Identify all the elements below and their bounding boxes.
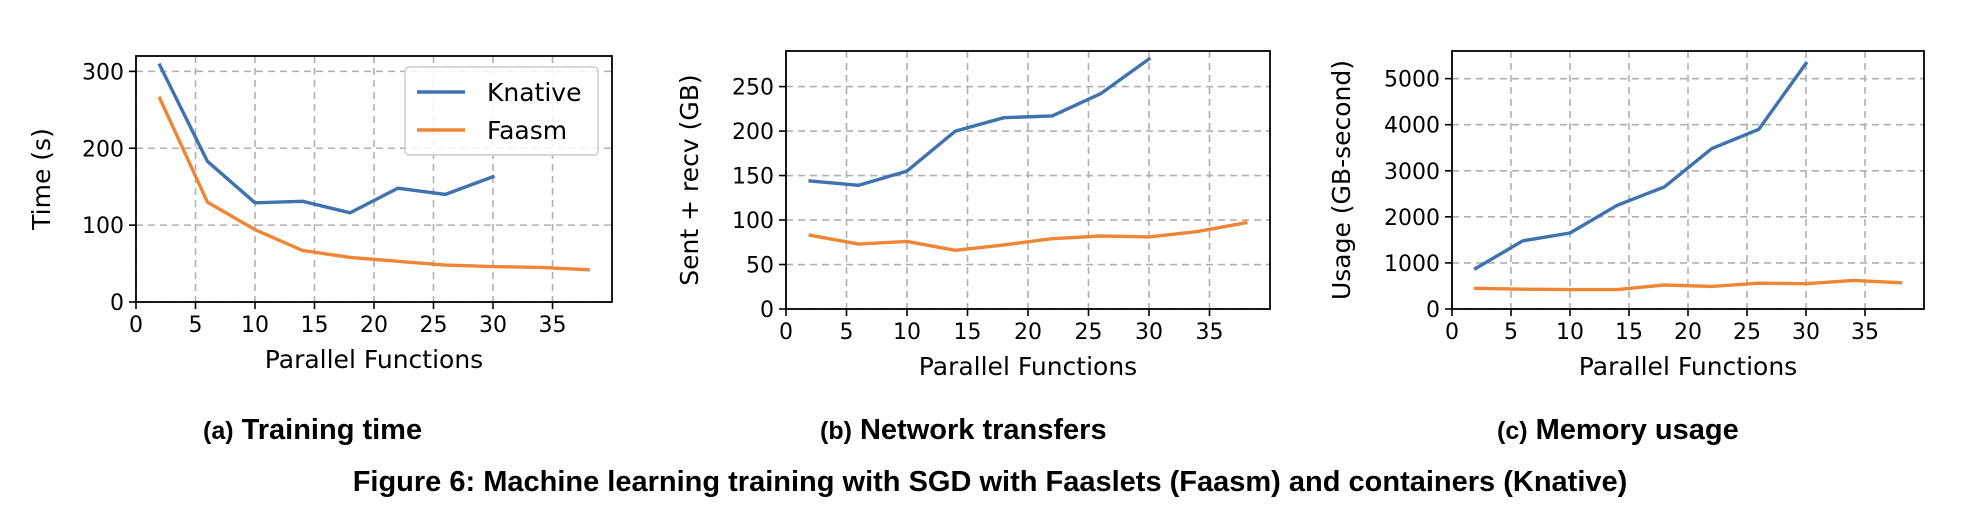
x-tick-label: 0 <box>129 313 143 338</box>
chart-memory-usage: 0 5 10 15 20 25 30 35 0 1000 2000 3000 4000 5000 Paral… <box>1327 50 1925 381</box>
y-tick-label: 200 <box>732 120 774 145</box>
y-tick-label: 0 <box>760 298 774 323</box>
x-tick-label: 35 <box>1196 320 1224 345</box>
y-tick-label: 250 <box>732 76 774 101</box>
x-tick-label: 20 <box>1014 320 1042 345</box>
plot-frame <box>135 55 613 303</box>
y-tick-label: 150 <box>732 165 774 190</box>
y-tick-label: 5000 <box>1384 68 1440 93</box>
x-tick-label: 20 <box>1674 320 1702 345</box>
subcaption-memory-usage: (c) Memory usage <box>1497 414 1739 447</box>
legend: Knative Faasm <box>404 66 599 156</box>
x-axis-label: Parallel Functions <box>919 352 1137 381</box>
x-tick-label: 10 <box>1556 320 1584 345</box>
series-line-knative <box>808 56 1152 188</box>
plot-frame <box>1451 50 1925 310</box>
y-tick-label: 100 <box>82 214 124 239</box>
y-tick-label: 300 <box>82 60 124 85</box>
y-tick-label: 0 <box>1426 298 1440 323</box>
x-axis-label: Parallel Functions <box>265 345 483 374</box>
x-tick-label: 15 <box>301 313 329 338</box>
x-tick-label: 0 <box>779 320 793 345</box>
x-tick-label: 0 <box>1445 320 1459 345</box>
y-tick-label: 50 <box>746 254 774 279</box>
chart-network-transfers: 0 5 10 15 20 25 30 35 0 50 100 150 200 250 Parallel Fu… <box>675 50 1271 381</box>
series-line-faasm <box>808 220 1248 253</box>
subcaption-text: Memory usage <box>1535 414 1739 446</box>
y-axis-label: Sent + recv (GB) <box>675 74 704 285</box>
y-tick-label: 0 <box>110 291 124 316</box>
legend-box <box>404 66 599 156</box>
y-tick-label: 200 <box>82 137 124 162</box>
x-tick-label: 25 <box>420 313 448 338</box>
x-tick-label: 5 <box>189 313 203 338</box>
x-tick-label: 30 <box>479 313 507 338</box>
plot-frame <box>785 50 1271 310</box>
x-tick-label: 25 <box>1075 320 1103 345</box>
x-tick-label: 35 <box>1851 320 1879 345</box>
subcaption-text: Training time <box>241 414 423 446</box>
y-tick-label: 1000 <box>1384 252 1440 277</box>
x-axis-label: Parallel Functions <box>1579 352 1797 381</box>
series-line-knative <box>1473 61 1809 271</box>
y-axis-label: Usage (GB-second) <box>1327 60 1356 300</box>
x-tick-label: 30 <box>1792 320 1820 345</box>
y-tick-label: 100 <box>732 209 774 234</box>
chart-training-time: 0 5 10 15 20 25 30 35 0 100 200 300 Parallel Functio… <box>27 55 613 374</box>
subcaption-tag: (c) <box>1497 417 1528 445</box>
y-axis-label: Time (s) <box>27 128 56 231</box>
subcaption-tag: (b) <box>820 417 852 445</box>
series-line-knative <box>157 62 496 215</box>
y-tick-label: 4000 <box>1384 114 1440 139</box>
subcaption-network-transfers: (b) Network transfers <box>820 414 1107 447</box>
x-tick-label: 5 <box>840 320 854 345</box>
figure-caption: Figure 6: Machine learning training with… <box>352 466 1628 498</box>
x-tick-label: 25 <box>1733 320 1761 345</box>
subcaption-text: Network transfers <box>859 414 1107 446</box>
legend-label-knative: Knative <box>487 78 581 107</box>
x-tick-label: 30 <box>1135 320 1163 345</box>
x-tick-label: 5 <box>1504 320 1518 345</box>
x-tick-label: 10 <box>241 313 269 338</box>
y-tick-label: 3000 <box>1384 160 1440 185</box>
x-tick-label: 15 <box>1615 320 1643 345</box>
x-tick-label: 20 <box>360 313 388 338</box>
series-line-faasm <box>1473 278 1903 292</box>
legend-label-faasm: Faasm <box>487 116 567 145</box>
x-tick-label: 15 <box>954 320 982 345</box>
series-line-faasm <box>157 96 590 272</box>
y-tick-label: 2000 <box>1384 206 1440 231</box>
x-tick-label: 35 <box>539 313 567 338</box>
subcaption-tag: (a) <box>203 417 234 445</box>
x-tick-label: 10 <box>893 320 921 345</box>
subcaption-training-time: (a) Training time <box>203 414 422 447</box>
